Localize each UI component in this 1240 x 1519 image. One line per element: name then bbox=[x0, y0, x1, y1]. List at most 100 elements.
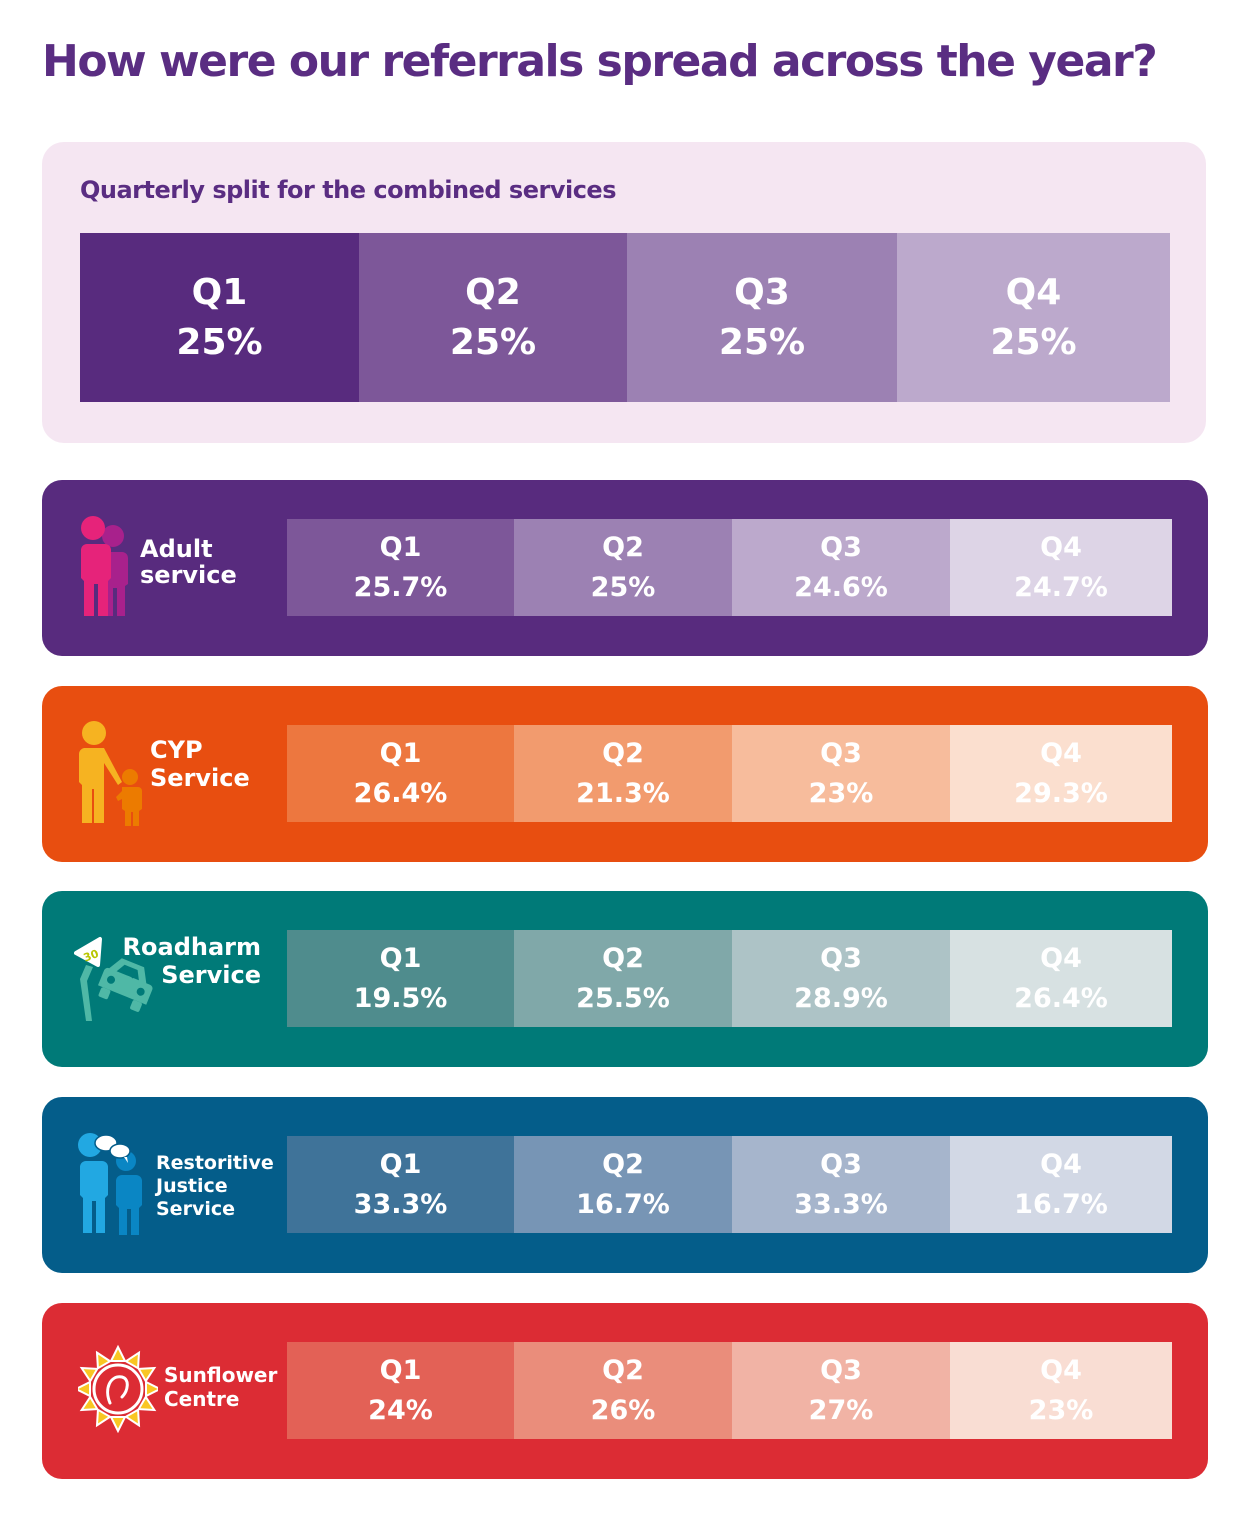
quarter-cell-q4: Q4 29.3% bbox=[950, 725, 1172, 822]
quarter-value: 24% bbox=[368, 1394, 433, 1426]
service-quarter-bar: Q1 33.3% Q2 16.7% Q3 33.3% Q4 16.7% bbox=[287, 1136, 1172, 1233]
quarter-cell-q3: Q3 33.3% bbox=[732, 1136, 950, 1233]
quarter-label: Q3 bbox=[820, 1148, 862, 1180]
service-quarter-bar: Q1 25.7% Q2 25% Q3 24.6% Q4 24.7% bbox=[287, 519, 1172, 616]
quarter-label: Q1 bbox=[379, 942, 422, 974]
quarter-label: Q1 bbox=[191, 271, 248, 313]
quarter-value: 23% bbox=[808, 777, 874, 809]
quarter-value: 25% bbox=[990, 321, 1077, 363]
quarter-value: 23% bbox=[1028, 1394, 1094, 1426]
quarter-value: 25% bbox=[176, 321, 263, 363]
quarter-label: Q4 bbox=[1040, 1148, 1082, 1180]
quarter-cell-q4: Q4 25% bbox=[897, 233, 1170, 402]
quarter-cell-q1: Q1 25% bbox=[80, 233, 359, 402]
quarter-cell-q1: Q1 19.5% bbox=[287, 930, 514, 1027]
combined-subtitle: Quarterly split for the combined service… bbox=[80, 176, 616, 204]
service-name: CYP Service bbox=[150, 736, 250, 792]
quarter-cell-q3: Q3 24.6% bbox=[732, 519, 950, 616]
quarter-cell-q2: Q2 21.3% bbox=[514, 725, 732, 822]
service-name-line: Roadharm bbox=[122, 933, 261, 961]
service-name-line: Centre bbox=[164, 1387, 240, 1411]
quarter-label: Q4 bbox=[1040, 942, 1082, 974]
quarter-label: Q3 bbox=[820, 737, 862, 769]
quarter-value: 26% bbox=[590, 1394, 656, 1426]
quarter-cell-q3: Q3 23% bbox=[732, 725, 950, 822]
car-crash-icon: 30 bbox=[74, 937, 153, 1021]
parent-child-icon bbox=[78, 721, 142, 826]
quarter-value: 16.7% bbox=[1014, 1188, 1108, 1220]
quarter-label: Q1 bbox=[379, 531, 422, 563]
quarter-cell-q1: Q1 24% bbox=[287, 1342, 514, 1439]
quarter-label: Q4 bbox=[1040, 531, 1082, 563]
quarter-value: 25% bbox=[590, 571, 656, 603]
quarter-value: 26.4% bbox=[353, 777, 448, 809]
service-panel-cyp: CYP Service Q1 26.4% Q2 21.3% Q3 23% Q4 29.3… bbox=[42, 686, 1208, 862]
quarter-value: 25.5% bbox=[576, 982, 670, 1014]
service-name: Adult service bbox=[140, 536, 237, 588]
quarter-label: Q2 bbox=[465, 271, 521, 313]
sunflower-logo-icon bbox=[78, 1344, 158, 1433]
quarter-value: 26.4% bbox=[1014, 982, 1108, 1014]
service-name-line: Justice bbox=[156, 1175, 228, 1197]
service-quarter-bar: Q1 26.4% Q2 21.3% Q3 23% Q4 29.3% bbox=[287, 725, 1172, 822]
quarter-value: 28.9% bbox=[794, 982, 888, 1014]
service-panel-sunflower: Sunflower Centre Q1 24% Q2 26% Q3 27% Q4 23% bbox=[42, 1303, 1208, 1479]
quarter-value: 33.3% bbox=[353, 1188, 448, 1220]
service-name-line: Service bbox=[150, 764, 250, 792]
quarter-label: Q3 bbox=[820, 942, 862, 974]
service-name-line: Service bbox=[156, 1198, 235, 1220]
service-name-line: CYP bbox=[150, 736, 203, 764]
people-talking-icon bbox=[78, 1133, 142, 1235]
quarter-label: Q2 bbox=[602, 942, 644, 974]
quarter-cell-q2: Q2 26% bbox=[514, 1342, 732, 1439]
quarter-value: 21.3% bbox=[576, 777, 670, 809]
quarter-label: Q4 bbox=[1040, 737, 1082, 769]
quarter-label: Q3 bbox=[820, 1354, 862, 1386]
service-name-line: Sunflower bbox=[164, 1363, 278, 1387]
page-title: How were our referrals spread across the… bbox=[42, 36, 1158, 87]
quarter-label: Q1 bbox=[379, 1148, 422, 1180]
quarter-value: 25.7% bbox=[353, 571, 448, 603]
service-quarter-bar: Q1 19.5% Q2 25.5% Q3 28.9% Q4 26.4% bbox=[287, 930, 1172, 1027]
quarter-cell-q3: Q3 25% bbox=[627, 233, 897, 402]
quarter-label: Q2 bbox=[602, 1148, 644, 1180]
quarter-label: Q3 bbox=[734, 271, 790, 313]
combined-quarter-bar: Q1 25% Q2 25% Q3 25% Q4 25% bbox=[80, 233, 1170, 402]
quarter-cell-q1: Q1 26.4% bbox=[287, 725, 514, 822]
quarter-value: 24.7% bbox=[1014, 571, 1108, 603]
quarter-cell-q1: Q1 33.3% bbox=[287, 1136, 514, 1233]
quarter-value: 25% bbox=[718, 321, 806, 363]
quarter-value: 25% bbox=[449, 321, 537, 363]
service-name-line: Restoritive bbox=[156, 1152, 274, 1174]
quarter-value: 27% bbox=[808, 1394, 874, 1426]
quarter-label: Q2 bbox=[602, 737, 644, 769]
quarter-cell-q2: Q2 25% bbox=[514, 519, 732, 616]
service-name-line: Service bbox=[161, 961, 261, 989]
quarter-cell-q4: Q4 24.7% bbox=[950, 519, 1172, 616]
service-name: Sunflower Centre bbox=[164, 1363, 277, 1411]
quarter-cell-q2: Q2 16.7% bbox=[514, 1136, 732, 1233]
quarter-cell-q3: Q3 28.9% bbox=[732, 930, 950, 1027]
quarter-cell-q1: Q1 25.7% bbox=[287, 519, 514, 616]
service-panel-adult: Adult service Q1 25.7% Q2 25% Q3 24.6% Q4 24… bbox=[42, 480, 1208, 656]
speed-sign-text: 30 bbox=[82, 947, 101, 965]
quarter-label: Q2 bbox=[602, 531, 644, 563]
service-name-line: Adult bbox=[140, 535, 213, 563]
quarter-label: Q1 bbox=[379, 737, 422, 769]
quarter-label: Q1 bbox=[379, 1354, 422, 1386]
service-quarter-bar: Q1 24% Q2 26% Q3 27% Q4 23% bbox=[287, 1342, 1172, 1439]
quarter-value: 24.6% bbox=[794, 571, 888, 603]
quarter-label: Q4 bbox=[1005, 271, 1062, 313]
quarter-value: 33.3% bbox=[794, 1188, 888, 1220]
quarter-cell-q2: Q2 25.5% bbox=[514, 930, 732, 1027]
service-panel-restoritive-justice: Restoritive Justice Service Q1 33.3% Q2 16… bbox=[42, 1097, 1208, 1273]
quarter-value: 29.3% bbox=[1014, 777, 1108, 809]
combined-services-panel: Quarterly split for the combined service… bbox=[42, 142, 1206, 443]
service-panel-roadharm: 30 Roadharm Service Q1 19.5% Q2 25.5% Q3 28… bbox=[42, 891, 1208, 1067]
service-name: Restoritive Justice Service bbox=[156, 1152, 274, 1221]
quarter-label: Q2 bbox=[602, 1354, 644, 1386]
quarter-label: Q3 bbox=[820, 531, 862, 563]
quarter-label: Q4 bbox=[1040, 1354, 1082, 1386]
quarter-value: 16.7% bbox=[576, 1188, 670, 1220]
quarter-cell-q4: Q4 23% bbox=[950, 1342, 1172, 1439]
